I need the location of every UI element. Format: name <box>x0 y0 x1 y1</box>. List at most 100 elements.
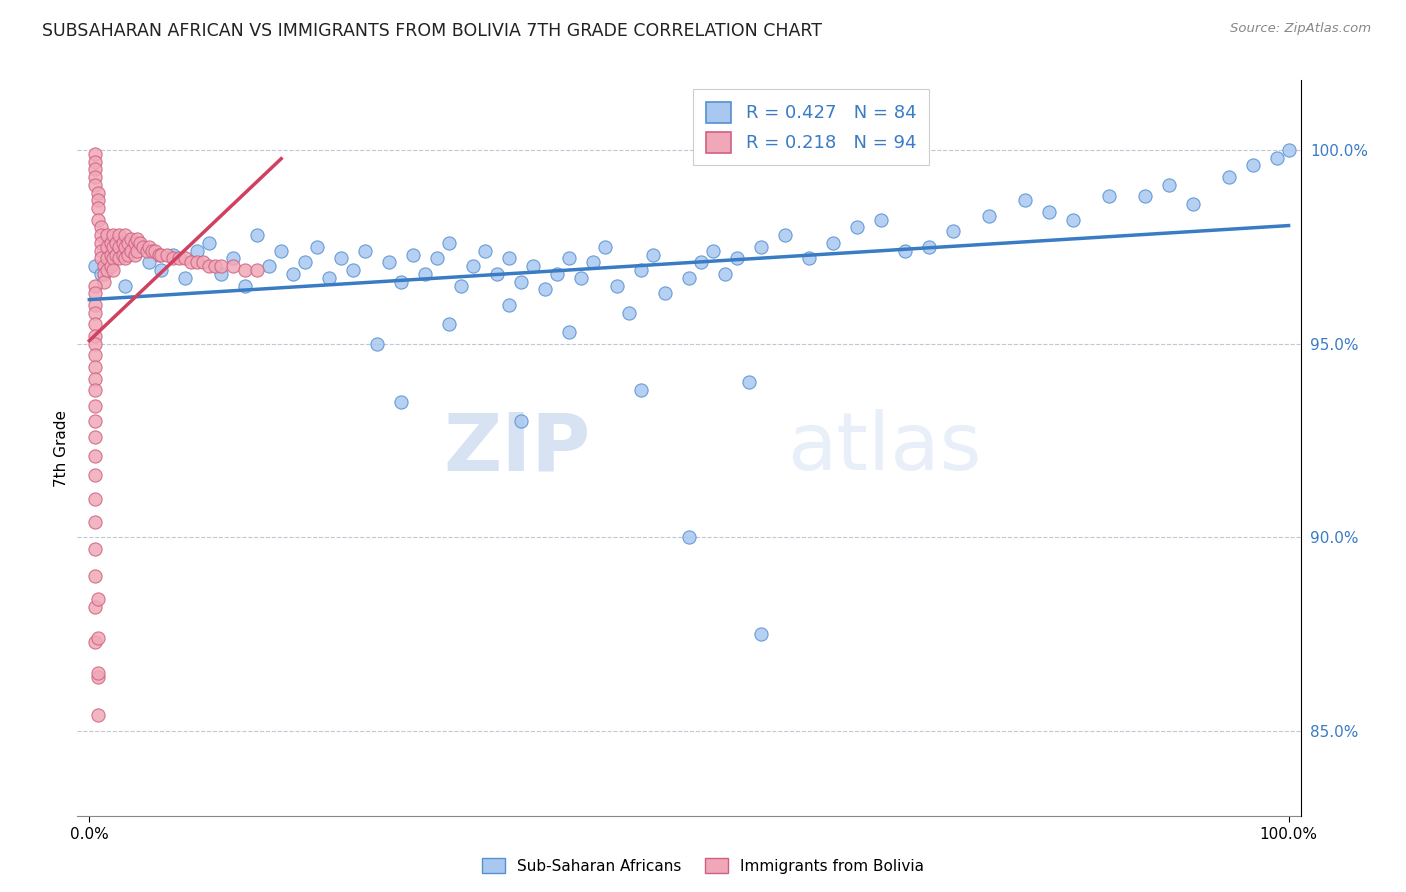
Point <box>690 255 713 269</box>
Point <box>162 252 184 266</box>
Point <box>90 235 112 250</box>
Point <box>93 267 115 281</box>
Point <box>114 240 136 254</box>
Point <box>84 383 107 397</box>
Point <box>86 708 108 723</box>
Point <box>174 270 197 285</box>
Point <box>342 263 364 277</box>
Point <box>749 240 772 254</box>
Point <box>84 348 107 362</box>
Point <box>942 224 965 238</box>
Point <box>354 244 377 258</box>
Point <box>641 247 664 261</box>
Point <box>127 244 149 258</box>
Point <box>582 255 605 269</box>
Point <box>366 336 388 351</box>
Point <box>108 252 131 266</box>
Point <box>93 259 115 273</box>
Point <box>558 325 581 339</box>
Point <box>96 263 118 277</box>
Point <box>84 170 107 185</box>
Point <box>522 259 544 273</box>
Point <box>174 252 197 266</box>
Point <box>84 635 107 649</box>
Point <box>330 252 353 266</box>
Point <box>86 201 108 215</box>
Point <box>156 247 179 261</box>
Point <box>111 235 134 250</box>
Text: Source: ZipAtlas.com: Source: ZipAtlas.com <box>1230 22 1371 36</box>
Point <box>725 252 748 266</box>
Point <box>84 278 107 293</box>
Point <box>257 259 280 273</box>
Point <box>318 270 340 285</box>
Point <box>510 275 533 289</box>
Point <box>84 399 107 413</box>
Point <box>1038 205 1060 219</box>
Point <box>141 244 163 258</box>
Point <box>894 244 917 258</box>
Point <box>84 329 107 343</box>
Point <box>150 263 173 277</box>
Point <box>233 278 256 293</box>
Point <box>1265 151 1288 165</box>
Point <box>714 267 737 281</box>
Point <box>84 318 107 332</box>
Point <box>510 414 533 428</box>
Point <box>437 318 460 332</box>
Point <box>270 244 292 258</box>
Point <box>307 240 329 254</box>
Point <box>86 592 108 607</box>
Point <box>114 278 136 293</box>
Point <box>143 244 166 258</box>
Point <box>103 228 125 243</box>
Point <box>120 232 142 246</box>
Point <box>84 429 107 443</box>
Point <box>1218 170 1240 185</box>
Point <box>402 247 425 261</box>
Point <box>84 600 107 615</box>
Text: atlas: atlas <box>787 409 981 487</box>
Point <box>120 244 142 258</box>
Point <box>135 244 157 258</box>
Point <box>283 267 305 281</box>
Point <box>128 235 150 250</box>
Point <box>104 235 127 250</box>
Y-axis label: 7th Grade: 7th Grade <box>53 409 69 487</box>
Point <box>498 298 520 312</box>
Point <box>486 267 509 281</box>
Point <box>90 244 112 258</box>
Point <box>86 631 108 645</box>
Point <box>148 247 170 261</box>
Point <box>132 240 155 254</box>
Point <box>198 259 221 273</box>
Point <box>90 267 112 281</box>
Point <box>1157 178 1180 192</box>
Point <box>103 263 125 277</box>
Point <box>426 252 449 266</box>
Point <box>233 263 256 277</box>
Point <box>617 306 640 320</box>
Point <box>96 240 118 254</box>
Point <box>222 252 245 266</box>
Legend: Sub-Saharan Africans, Immigrants from Bolivia: Sub-Saharan Africans, Immigrants from Bo… <box>477 852 929 880</box>
Point <box>90 252 112 266</box>
Point <box>546 267 568 281</box>
Point <box>150 247 173 261</box>
Point <box>204 259 226 273</box>
Point <box>738 376 761 390</box>
Point <box>117 247 139 261</box>
Point <box>534 282 557 296</box>
Point <box>450 278 472 293</box>
Point <box>437 235 460 250</box>
Point <box>86 670 108 684</box>
Point <box>821 235 844 250</box>
Point <box>474 244 496 258</box>
Point <box>93 275 115 289</box>
Point <box>1133 189 1156 203</box>
Point <box>124 247 146 261</box>
Point <box>84 541 107 556</box>
Point <box>84 286 107 301</box>
Point <box>103 252 125 266</box>
Point <box>90 228 112 243</box>
